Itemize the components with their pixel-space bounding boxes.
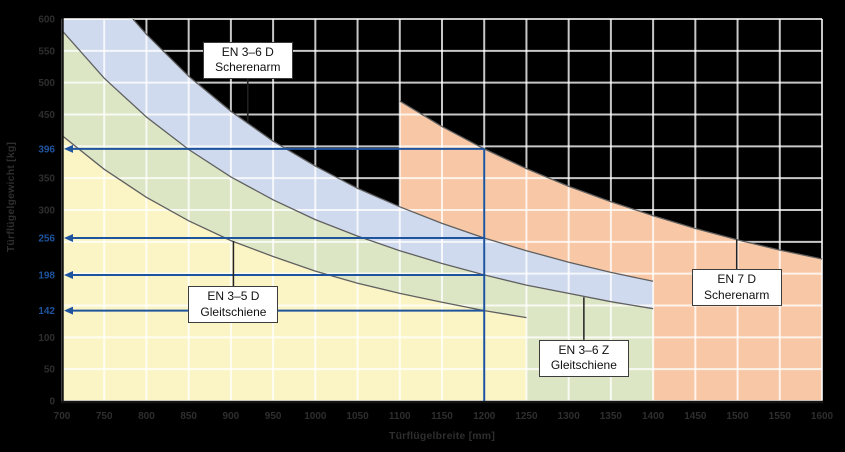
- label-box-en-7-d-scherenarm: EN 7 D Scherenarm: [691, 269, 782, 307]
- y-tick-label-highlight: 142: [38, 306, 55, 317]
- marker-arrowhead-icon: [64, 270, 73, 279]
- x-tick-label: 850: [180, 411, 197, 422]
- marker-arrowhead-icon: [64, 144, 73, 153]
- x-tick-label: 1400: [642, 411, 665, 422]
- label-box-text: EN 3–6 Z: [558, 342, 610, 357]
- x-tick-label: 1250: [515, 411, 538, 422]
- x-tick-label: 950: [265, 411, 282, 422]
- x-tick-label: 1150: [431, 411, 453, 422]
- axes: [61, 18, 823, 404]
- y-tick-label: 500: [38, 78, 55, 89]
- x-tick-label: 1300: [558, 411, 581, 422]
- x-tick-label: 1000: [304, 411, 327, 422]
- y-tick-label-highlight: 396: [38, 144, 55, 155]
- limit-curve-en-3-6-z-gleitschiene: [62, 30, 654, 310]
- label-box-text: Gleitschiene: [200, 304, 267, 319]
- x-tick-label: 1350: [600, 411, 623, 422]
- region-en-3-5-d-gleitschiene: [62, 135, 527, 401]
- marker-arrowhead-icon: [64, 234, 73, 243]
- label-box-text: Gleitschiene: [550, 358, 617, 373]
- x-tick-label: 1450: [684, 411, 707, 422]
- y-tick-label-highlight: 198: [38, 270, 55, 281]
- limit-curve-en-3-6-d-scherenarm: [132, 19, 654, 282]
- y-tick-label: 350: [38, 174, 55, 185]
- x-tick-label: 750: [96, 411, 113, 422]
- label-box-text: EN 3–6 D: [221, 44, 274, 59]
- x-tick-label: 1050: [346, 411, 369, 422]
- tick-labels: 700 750 800 850 900 950 1000 1050 1100 1150 1200 12…: [38, 15, 833, 423]
- y-tick-label: 50: [44, 365, 56, 376]
- x-tick-label: 900: [223, 411, 240, 422]
- x-tick-label: 1100: [389, 411, 411, 422]
- y-tick-label: 300: [38, 206, 55, 217]
- y-tick-label: 100: [38, 333, 55, 344]
- limit-curve-en-7-d-scherenarm: [399, 100, 822, 260]
- x-tick-label: 1550: [769, 411, 792, 422]
- limit-curve-en-3-5-d-gleitschiene: [62, 134, 527, 319]
- y-tick-label: 600: [38, 15, 55, 26]
- x-tick-label: 800: [138, 411, 155, 422]
- y-tick-label: 550: [38, 46, 55, 57]
- y-axis-title: Türflügelgewicht [kg]: [5, 141, 17, 253]
- y-tick-label: 0: [49, 397, 55, 408]
- x-tick-label: 1500: [726, 411, 749, 422]
- x-tick-label: 1200: [473, 411, 496, 422]
- x-tick-label: 700: [54, 411, 71, 422]
- x-axis-title: Türflügelbreite [mm]: [388, 430, 496, 442]
- label-box-text: Scherenarm: [215, 60, 281, 75]
- y-tick-label: 450: [38, 110, 55, 121]
- label-box-en-3-6-d-scherenarm: EN 3–6 D Scherenarm: [202, 41, 293, 79]
- label-box-text: EN 3–5 D: [207, 289, 260, 304]
- x-tick-label: 1600: [811, 411, 834, 422]
- y-tick-label-highlight: 256: [38, 234, 55, 245]
- marker-arrowhead-icon: [64, 306, 73, 315]
- label-box-text: Scherenarm: [704, 287, 770, 302]
- label-box-text: EN 7 D: [717, 272, 757, 287]
- highlight-markers: [64, 144, 486, 401]
- label-box-en-3-5-d-gleitschiene: EN 3–5 D Gleitschiene: [188, 286, 279, 324]
- label-box-en-3-6-z-gleitschiene: EN 3–6 Z Gleitschiene: [538, 339, 629, 377]
